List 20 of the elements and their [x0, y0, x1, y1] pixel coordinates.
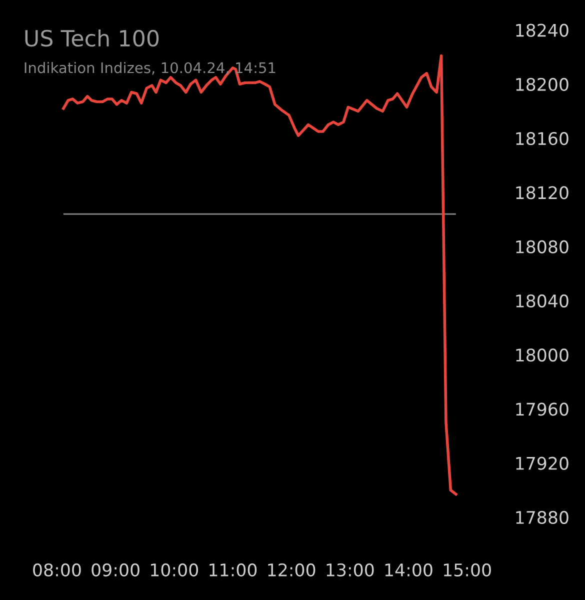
y-tick-label: 17880 — [516, 510, 568, 524]
y-tick-label: 18040 — [516, 294, 568, 308]
x-tick-label: 08:00 — [33, 563, 81, 576]
x-tick-label: 14:00 — [385, 563, 432, 576]
x-tick-label: 13:00 — [326, 563, 374, 576]
x-tick-label: 15:00 — [444, 563, 491, 576]
x-tick-label: 12:00 — [268, 563, 316, 576]
text: Indikation Indizes, 10.04.24, 14:51 — [24, 62, 276, 75]
y-tick-label: 17920 — [516, 456, 568, 470]
y-tick-label: 18240 — [516, 24, 568, 37]
y-tick-label: 17960 — [516, 402, 568, 416]
x-tick-label: 09:00 — [92, 563, 140, 576]
y-tick-label: 18000 — [516, 348, 568, 362]
y-tick-label: 18200 — [516, 78, 568, 91]
x-tick-label: 10:00 — [151, 563, 198, 576]
chart-title: US Tech 100 — [25, 29, 159, 47]
y-tick-label: 18080 — [516, 240, 568, 254]
x-tick-label: 11:00 — [210, 563, 257, 576]
y-tick-label: 18160 — [516, 132, 568, 146]
y-tick-label: 18120 — [516, 186, 568, 200]
